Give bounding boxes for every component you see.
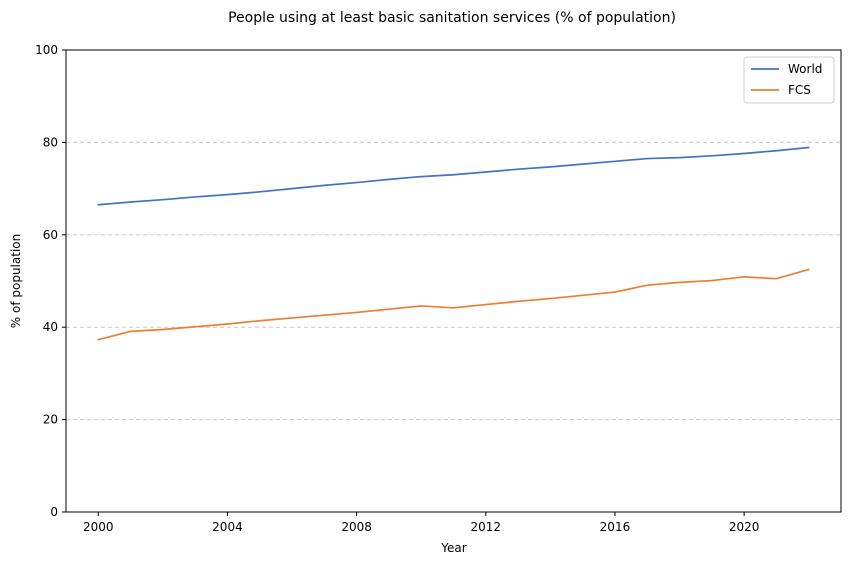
x-tick-label: 2000 — [83, 520, 114, 534]
grid-lines — [66, 141, 841, 421]
x-axis-label: Year — [440, 541, 466, 555]
y-axis: 0 20 40 60 80 100 — [35, 43, 66, 519]
y-tick-label: 100 — [35, 43, 58, 57]
series-line-fcs — [97, 268, 810, 341]
legend: World FCS — [743, 56, 835, 104]
y-tick-label: 40 — [43, 320, 58, 334]
x-tick-label: 2004 — [212, 520, 243, 534]
y-tick-label: 0 — [50, 505, 58, 519]
series-lines — [97, 146, 810, 341]
x-tick-label: 2012 — [471, 520, 502, 534]
legend-label-world: World — [788, 62, 822, 76]
plot-frame — [65, 49, 842, 513]
y-tick-label: 20 — [43, 413, 58, 427]
x-tick-label: 2008 — [341, 520, 372, 534]
x-axis: 2000 2004 2008 2012 2016 2020 — [83, 512, 759, 534]
legend-label-fcs: FCS — [788, 83, 811, 97]
y-axis-label: % of population — [9, 234, 23, 328]
y-tick-label: 60 — [43, 228, 58, 242]
chart-title: People using at least basic sanitation s… — [228, 10, 676, 26]
y-tick-label: 80 — [43, 135, 58, 149]
x-tick-label: 2020 — [729, 520, 760, 534]
series-line-world — [97, 146, 810, 206]
x-tick-label: 2016 — [600, 520, 631, 534]
